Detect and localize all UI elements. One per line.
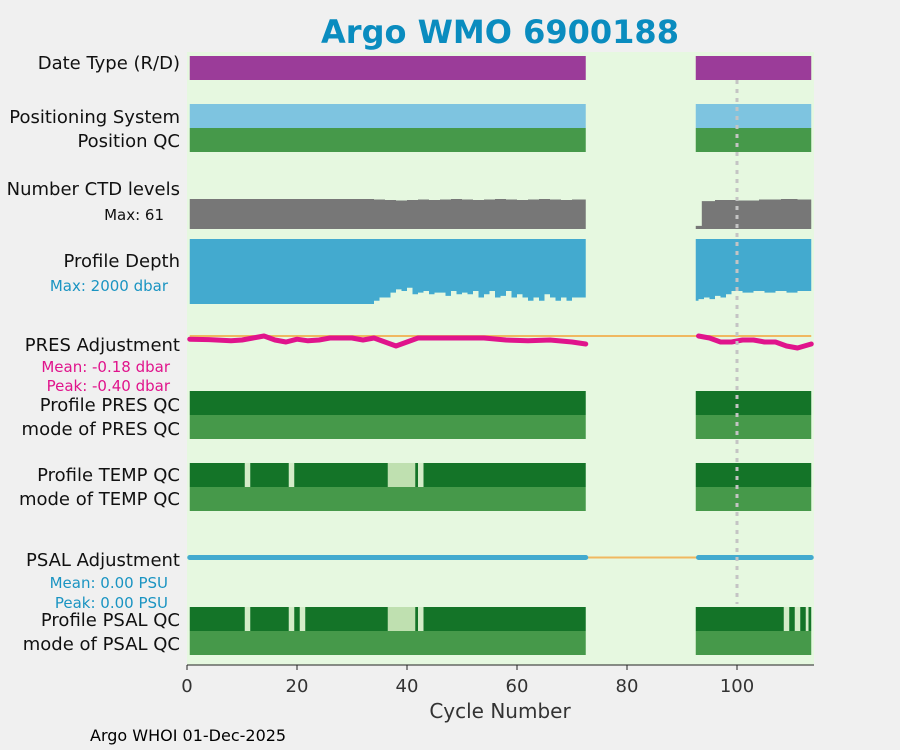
row-label-psal-adjustment: PSAL Adjustment xyxy=(26,550,180,571)
profile-psal-qc-break xyxy=(299,607,306,631)
date-type-bar xyxy=(695,56,812,80)
position-qc-bar xyxy=(695,128,812,152)
positioning-bar xyxy=(189,104,586,128)
profile-pres-qc-bar xyxy=(695,391,812,415)
profile-temp-qc-bar xyxy=(695,463,812,487)
psal-mean-label: Mean: 0.00 PSU xyxy=(50,574,168,592)
x-tick-label: 40 xyxy=(396,676,419,697)
mode-temp-qc-bar xyxy=(189,487,586,511)
profile-psal-qc-break xyxy=(387,607,416,631)
pres-mean-label: Mean: -0.18 dbar xyxy=(41,358,171,376)
x-tick-label: 60 xyxy=(506,676,529,697)
row-label-profile-depth: Profile Depth xyxy=(63,251,180,272)
x-tick-label: 20 xyxy=(286,676,309,697)
x-tick-label: 0 xyxy=(181,676,192,697)
profile-psal-qc-break xyxy=(244,607,251,631)
row-label-mode-psal-qc: mode of PSAL QC xyxy=(23,634,180,655)
row-label-position-qc: Position QC xyxy=(77,131,180,152)
row-label-mode-pres-qc: mode of PRES QC xyxy=(22,419,180,440)
mode-psal-qc-bar xyxy=(189,631,586,655)
x-tick-label: 100 xyxy=(720,676,754,697)
row-label-pres-adjustment: PRES Adjustment xyxy=(25,335,180,356)
positioning-bar xyxy=(695,104,812,128)
mode-pres-qc-bar xyxy=(189,415,586,439)
mode-pres-qc-bar xyxy=(695,415,812,439)
ctd-max-label: Max: 61 xyxy=(104,206,164,224)
profile-psal-qc-break xyxy=(805,607,809,631)
row-label-date-type: Date Type (R/D) xyxy=(38,53,180,74)
psal-peak-label: Peak: 0.00 PSU xyxy=(55,594,168,612)
profile-depth-area xyxy=(695,239,812,301)
position-qc-bar xyxy=(189,128,586,152)
profile-temp-qc-break xyxy=(418,463,424,487)
ctd-levels-area xyxy=(695,199,812,229)
profile-psal-qc-break xyxy=(794,607,801,631)
mode-psal-qc-bar xyxy=(695,631,812,655)
depth-max-label: Max: 2000 dbar xyxy=(50,277,169,295)
x-axis-label: Cycle Number xyxy=(429,699,571,723)
mode-temp-qc-bar xyxy=(695,487,812,511)
footer-credit: Argo WHOI 01-Dec-2025 xyxy=(90,726,286,745)
date-type-bar xyxy=(189,56,586,80)
row-label-ctd-levels: Number CTD levels xyxy=(7,179,180,200)
profile-psal-qc-break xyxy=(783,607,790,631)
row-label-profile-pres-qc: Profile PRES QC xyxy=(40,395,180,416)
pres-peak-label: Peak: -0.40 dbar xyxy=(47,377,171,395)
x-tick-label: 80 xyxy=(616,676,639,697)
profile-temp-qc-break xyxy=(288,463,295,487)
chart-title: Argo WMO 6900188 xyxy=(321,13,679,51)
row-label-profile-psal-qc: Profile PSAL QC xyxy=(41,610,180,631)
profile-temp-qc-break xyxy=(387,463,416,487)
profile-psal-qc-break xyxy=(288,607,295,631)
pres-adjustment-line xyxy=(187,333,589,349)
profile-temp-qc-break xyxy=(244,463,251,487)
profile-psal-qc-break xyxy=(418,607,424,631)
row-label-profile-temp-qc: Profile TEMP QC xyxy=(37,465,180,486)
profile-pres-qc-bar xyxy=(189,391,586,415)
plot-area xyxy=(187,52,814,665)
row-label-positioning: Positioning System xyxy=(9,107,180,128)
profile-depth-area xyxy=(189,239,586,304)
profile-psal-qc-bar xyxy=(695,607,812,631)
pres-adjustment-line xyxy=(696,333,814,351)
row-label-mode-temp-qc: mode of TEMP QC xyxy=(19,489,180,510)
ctd-levels-area xyxy=(189,199,586,229)
